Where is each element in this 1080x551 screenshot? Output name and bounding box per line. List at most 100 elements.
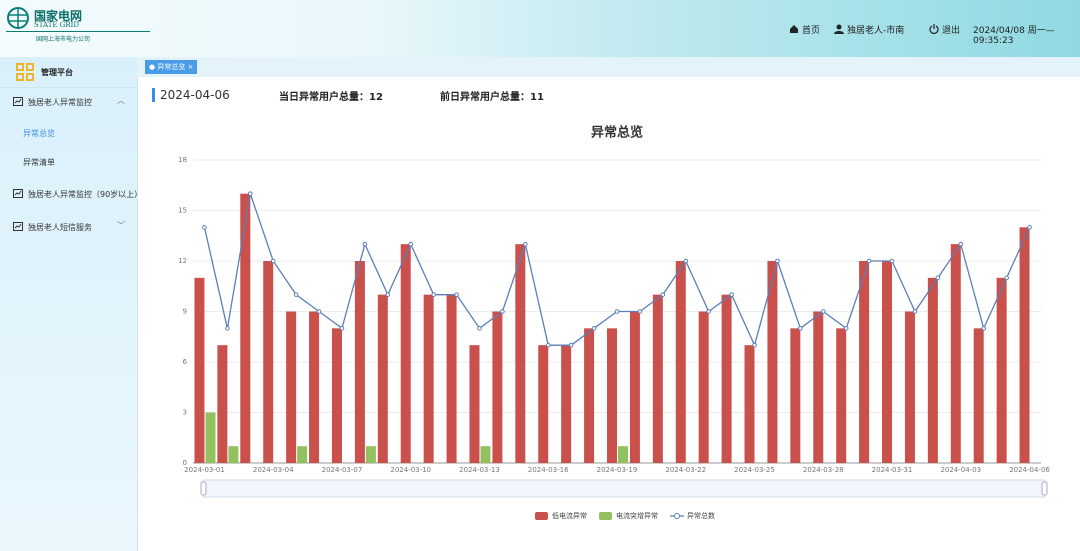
line-point [591,326,597,331]
line-point [500,309,505,314]
zoom-handle[interactable] [200,481,207,496]
zoom-handle[interactable] [1041,481,1048,496]
bar [297,446,308,463]
submenu-item-active[interactable]: 异常总览 [23,129,55,138]
sidebar-title: 管理平台 [41,68,73,77]
logo-en: STATE GRID [34,21,79,29]
line-point [820,309,826,314]
legend-swatch [674,513,680,519]
line-point [477,326,482,331]
logo-rule [6,31,150,32]
menu-item[interactable]: 独居老人异常监控 [28,98,92,107]
bar [331,328,342,463]
menu-item[interactable]: 独居老人短信服务 [28,223,92,232]
line-point [614,309,620,314]
menu-arrow: ﹀ [117,221,125,230]
nav-user[interactable]: 独居老人-市南 [847,26,905,36]
legend-label: 异常总数 [687,511,715,520]
bar [790,328,801,463]
bar [744,345,755,463]
summary-today: 当日异常用户总量：12 [279,92,383,103]
bar [629,311,640,463]
bar [927,277,938,463]
bar [423,294,434,463]
line-point [798,326,803,331]
bar [996,277,1007,463]
power-icon [929,24,939,34]
nav-logout[interactable]: 退出 [942,26,961,36]
bar [561,345,572,463]
line-point [775,258,780,264]
bar [263,261,274,463]
bar [652,294,663,463]
bar [446,294,457,463]
bar [217,345,228,463]
x-tick-label: 2024-03-04 [253,466,294,474]
line-point [729,292,734,297]
line-point [706,309,711,314]
logo-cn: 国家电网 [34,9,83,23]
bar [950,244,961,463]
tab-bar: ● 异常总览 × [137,57,1080,77]
company: 国网上海市电力公司 [36,36,91,43]
bar [240,193,251,463]
line-point [912,309,918,314]
bar [836,328,847,463]
platform-icon [16,63,34,81]
bar [309,311,320,463]
bar [400,244,411,463]
line-point [247,191,253,196]
y-tick-label: 12 [178,257,187,265]
line-point [545,342,551,348]
chart: 异常总览 0 3 6 9 12 15 18 2024-03-01 2024-03-04 2024-… [178,125,1050,520]
bar [515,244,526,463]
line-point [1027,225,1032,230]
bar [973,328,984,463]
line-point [270,258,276,264]
bar [538,345,549,463]
x-tick-label: 2024-03-01 [184,466,225,474]
submenu-item[interactable]: 异常清单 [23,158,55,167]
x-tick-label: 2024-04-03 [940,466,981,474]
legend-swatch [599,512,612,520]
line-point [431,292,436,297]
bar [194,277,205,463]
bar [904,311,915,463]
chart-title: 异常总览 [591,125,643,141]
line-point [935,275,941,281]
summary-yesterday: 前日异常用户总量：11 [440,92,544,103]
bar [354,261,365,463]
data-zoom[interactable] [202,479,1046,498]
menu-icon [13,97,23,106]
line-point [225,326,230,331]
line-point [1004,275,1009,281]
bar [721,294,732,463]
bar [859,261,870,463]
date-marker [152,88,155,102]
menu-icon [13,189,23,198]
bar [618,446,628,463]
menu-icon [13,222,23,231]
tab[interactable]: ● 异常总览 × [145,60,198,74]
line-point [523,241,528,247]
line-point [316,309,322,314]
legend-label: 电流突增异常 [616,511,658,520]
user-icon [834,24,844,34]
nav-home[interactable]: 首页 [802,26,821,36]
x-tick-label: 2024-03-16 [528,466,569,474]
line-point [637,309,643,314]
bar [675,261,686,463]
legend-swatch [535,512,548,520]
menu-item[interactable]: 独居老人异常监控（90岁以上） [28,190,137,199]
line-point [454,292,459,297]
divider [0,87,137,88]
line-point [568,342,574,348]
x-tick-label: 2024-03-19 [597,466,638,474]
header: 国家电网 STATE GRID 国网上海市电力公司 首页 独居老人-市南 退出 … [0,0,1080,57]
bar [767,261,778,463]
bar [607,328,617,463]
bar [698,311,709,463]
bar [492,311,503,463]
summary-date: 2024-04-06 [160,88,230,102]
x-tick-label: 2024-03-31 [872,466,913,474]
